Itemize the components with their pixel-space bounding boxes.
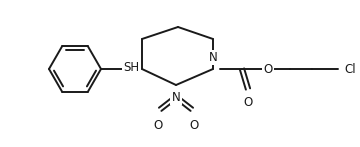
Text: O: O (243, 96, 253, 109)
Text: N: N (209, 51, 217, 64)
Text: Cl: Cl (344, 62, 356, 76)
Text: O: O (153, 119, 163, 132)
Text: O: O (189, 119, 199, 132)
Text: SH: SH (123, 61, 139, 74)
Text: O: O (264, 62, 273, 76)
Text: N: N (172, 91, 180, 104)
